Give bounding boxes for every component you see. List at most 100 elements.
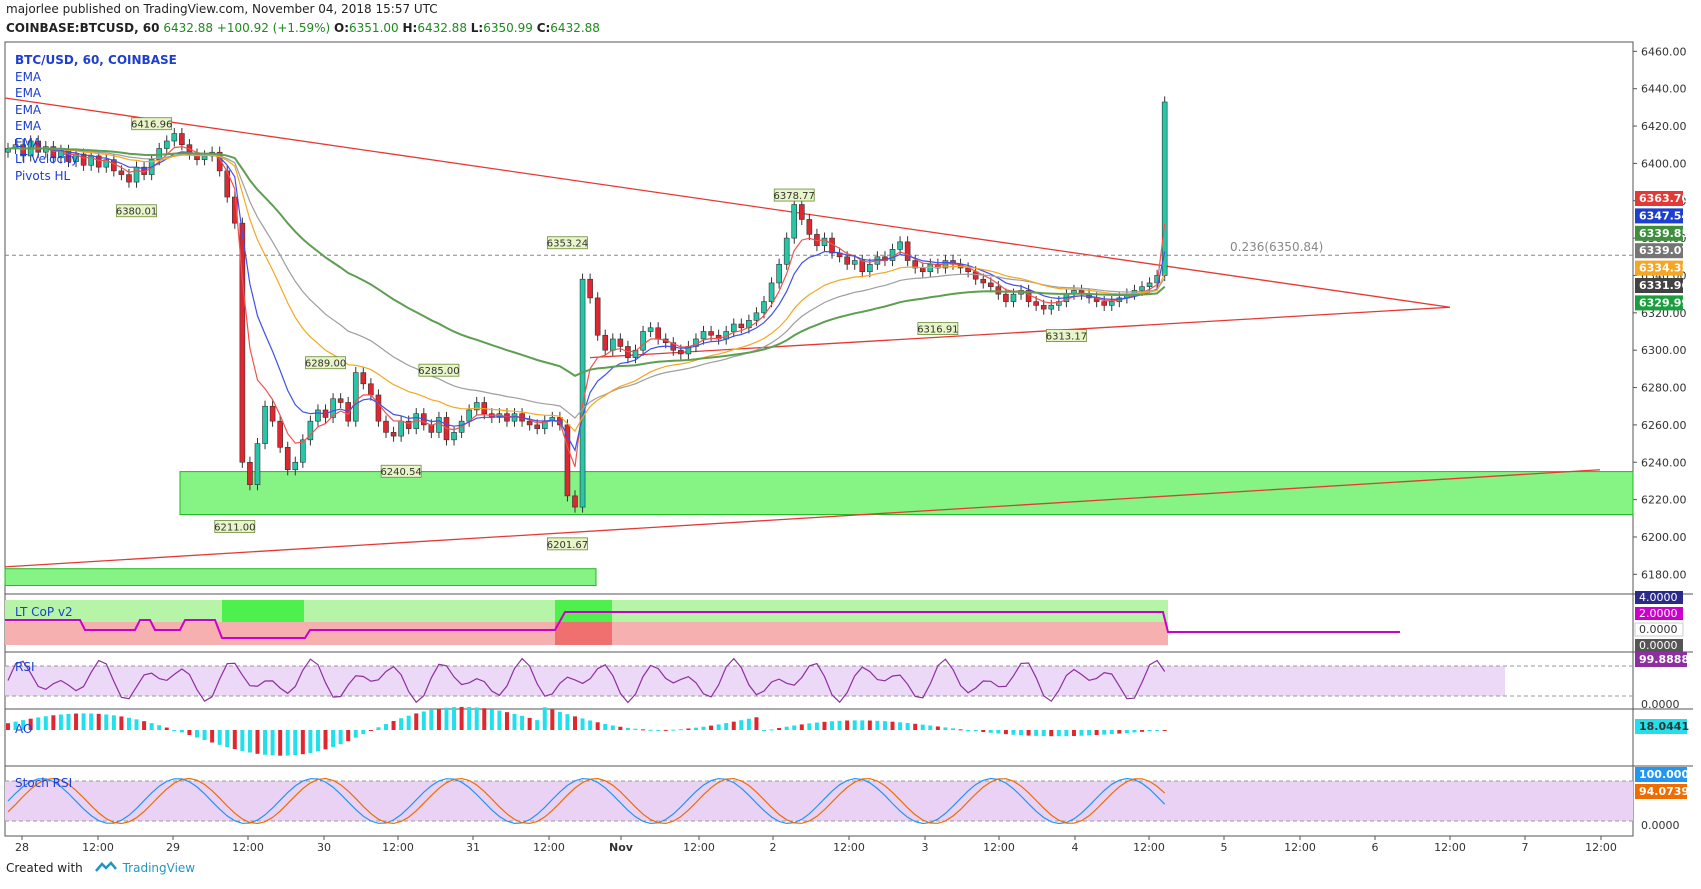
candle-bear <box>277 420 283 448</box>
ao-bar <box>799 724 804 730</box>
candle-bull <box>451 432 457 441</box>
candle-bear <box>375 394 382 422</box>
x-tick-label: Nov <box>609 841 634 854</box>
ao-bar <box>6 723 10 730</box>
ao-bar <box>43 716 48 730</box>
pivot-label-box <box>773 188 815 202</box>
price-label-box <box>1635 278 1683 293</box>
ao-bar <box>1011 730 1016 735</box>
candle-bear <box>239 222 246 463</box>
pivot-label-box <box>380 464 422 478</box>
ao-bar <box>172 729 177 731</box>
price-label: 6339.07 <box>1639 244 1689 257</box>
legend-item-ema-5[interactable]: EMA <box>15 135 42 150</box>
pivot-label: 6416.96 <box>131 120 172 131</box>
cop-tick-label: 4.0000 <box>1639 591 1678 604</box>
ao-bar <box>565 714 570 730</box>
ao-bar <box>762 730 766 731</box>
indicator-legend: BTC/USD, 60, COINBASE EMA EMA EMA EMA EM… <box>15 52 177 184</box>
ao-bar <box>187 730 192 735</box>
candle-bull <box>753 312 760 321</box>
support-zone <box>179 471 1634 516</box>
chart-border <box>4 41 1634 837</box>
price-label: 6339.85 <box>1639 227 1689 240</box>
pivot-label-box <box>305 356 346 370</box>
ao-bar <box>202 730 207 741</box>
candle-bull <box>315 409 321 422</box>
legend-item-ema-4[interactable]: EMA <box>15 119 42 133</box>
candle-bear <box>987 282 994 287</box>
candle-bear <box>564 424 571 497</box>
stoch-tick-label: 0.0000 <box>1641 819 1680 832</box>
ao-bar <box>784 726 789 730</box>
x-tick-label: 12:00 <box>382 841 414 854</box>
candle-bear <box>368 383 374 396</box>
x-tick-label: 31 <box>466 841 480 854</box>
author-name[interactable]: majorlee <box>6 2 59 16</box>
candle-bear <box>904 241 911 261</box>
candle-bull <box>307 420 314 441</box>
candle-bull <box>292 461 299 471</box>
ao-bar <box>1132 730 1137 733</box>
y-tick-label: 6420.00 <box>1641 120 1687 133</box>
candle-bear <box>1040 305 1047 310</box>
legend-item-pivots-hl[interactable]: Pivots HL <box>15 168 71 183</box>
footer-brand[interactable]: TradingView <box>122 861 196 875</box>
open-value: 6351.00 <box>349 21 399 35</box>
last-price: 6432.88 <box>163 21 213 35</box>
symbol-info: COINBASE:BTCUSD, 60 6432.88 +100.92 (+1.… <box>6 21 600 35</box>
ao-bar <box>119 716 124 730</box>
symbol-name: COINBASE:BTCUSD, 60 <box>6 21 160 35</box>
price-label: 6347.54 <box>1639 209 1689 222</box>
ao-bar <box>943 727 948 730</box>
high-value: 6432.88 <box>417 21 467 35</box>
legend-item-ema-1[interactable]: EMA <box>15 69 42 84</box>
candle-bull <box>1048 305 1055 310</box>
candle-bull <box>632 349 639 358</box>
stoch-panel-label: Stoch RSI <box>15 776 73 790</box>
ao-bar <box>988 730 993 733</box>
cop-tick-box <box>1635 591 1683 604</box>
ao-bar <box>376 727 381 730</box>
ao-bar <box>459 706 464 730</box>
legend-title: BTC/USD, 60, COINBASE <box>15 53 177 67</box>
ao-bar <box>1019 730 1024 736</box>
legend-item-ema-2[interactable]: EMA <box>15 86 42 100</box>
pivot-label-box <box>131 117 173 131</box>
price-label: 6363.70 <box>1639 192 1689 205</box>
pivot-label-box <box>917 322 959 336</box>
x-tick-label: 28 <box>15 841 29 854</box>
legend-item-lt-velocity[interactable]: LT Velocity <box>15 152 79 166</box>
x-tick-label: 12:00 <box>833 841 865 854</box>
candle-bull <box>640 331 646 351</box>
candle-bull <box>330 398 336 418</box>
ao-bar <box>542 707 547 730</box>
candle-bear <box>1033 301 1039 306</box>
ao-bar <box>1162 729 1167 731</box>
ao-bar <box>913 723 918 730</box>
rsi-tick-box <box>1635 652 1687 667</box>
ao-bar <box>648 729 653 731</box>
close-label: C: <box>536 21 551 35</box>
ao-bar <box>512 713 517 730</box>
candle-bull <box>103 159 110 168</box>
candle-bear <box>844 256 850 265</box>
ao-bar <box>814 722 819 730</box>
ao-bar <box>557 711 562 730</box>
ao-bar <box>724 723 729 730</box>
candle-bear <box>859 260 866 273</box>
ao-bar <box>51 715 56 730</box>
legend-item-ema-3[interactable]: EMA <box>15 102 42 117</box>
ao-bar <box>807 723 812 730</box>
candle-bear <box>655 327 661 340</box>
publish-text: published on TradingView.com, November 0… <box>62 2 438 16</box>
ao-bar <box>58 714 63 730</box>
pivot-label: 6201.67 <box>547 540 588 551</box>
candle-bull <box>1146 282 1153 287</box>
ao-bar <box>421 711 426 730</box>
ao-bar <box>89 713 94 730</box>
candle-bull <box>1056 301 1062 306</box>
cop-panel-label: LT CoP v2 <box>15 605 73 619</box>
ao-bar <box>13 721 18 730</box>
